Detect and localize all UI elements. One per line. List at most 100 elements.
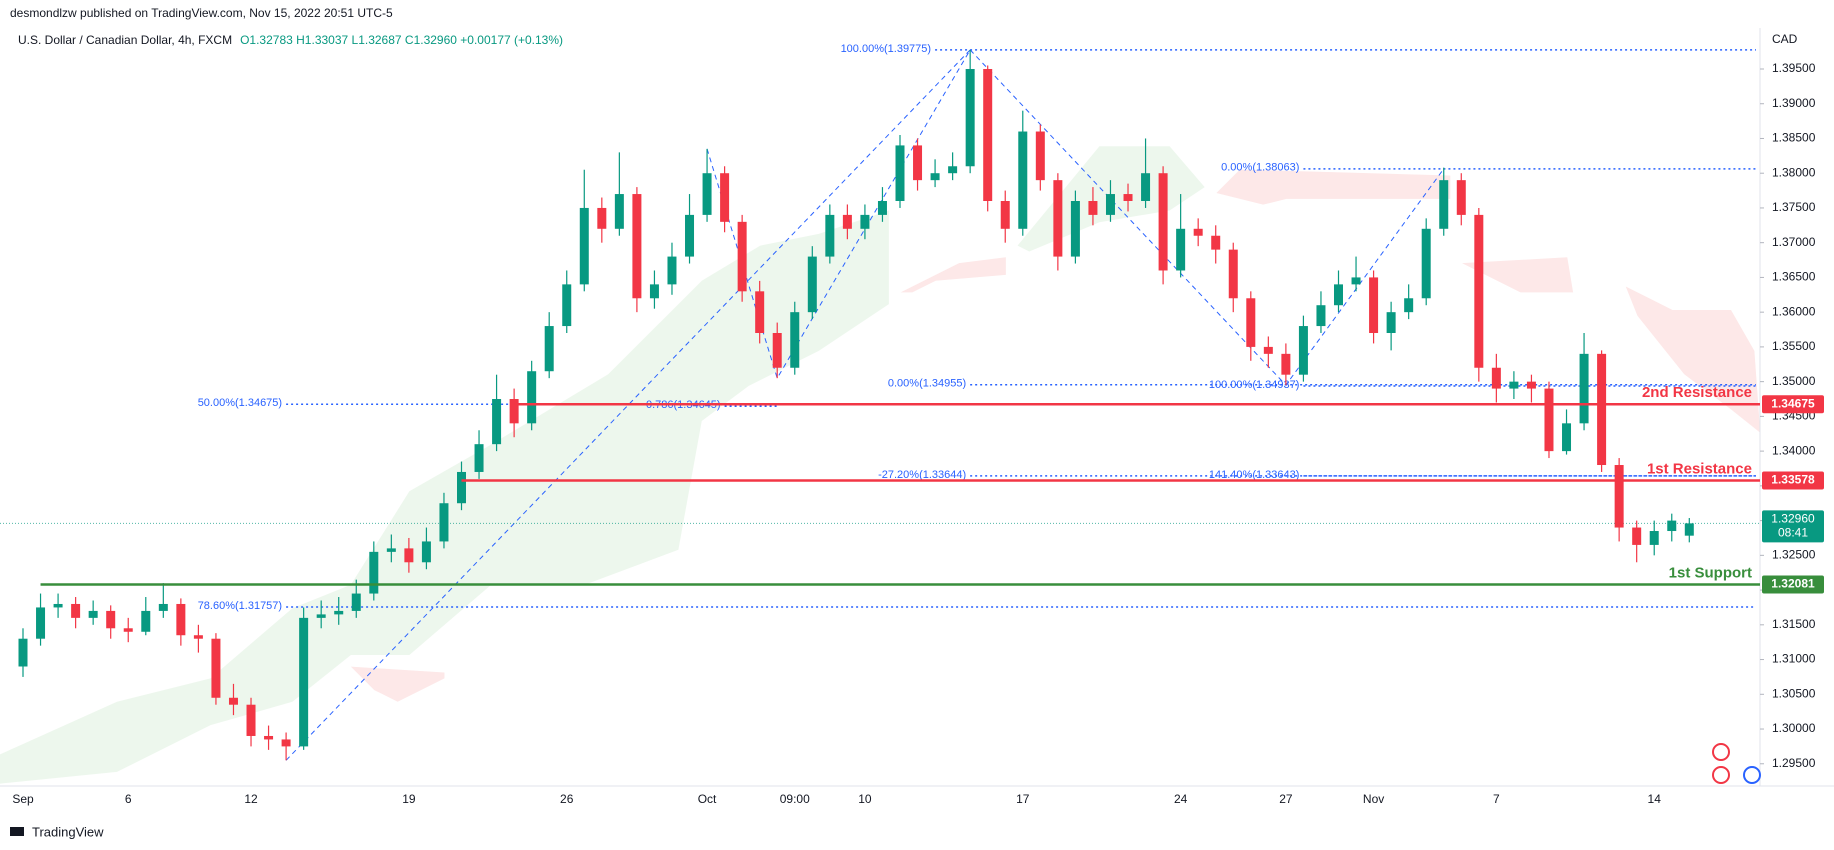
candle-body bbox=[1369, 277, 1379, 334]
candle-body bbox=[860, 214, 870, 229]
x-tick-label: 26 bbox=[560, 792, 574, 806]
candle-body bbox=[1211, 235, 1221, 250]
candle-body bbox=[1526, 381, 1536, 389]
candle-body bbox=[158, 603, 168, 611]
candle-body bbox=[1228, 249, 1238, 299]
candle-body bbox=[737, 221, 747, 292]
candle-body bbox=[1334, 284, 1343, 306]
candle-body bbox=[1158, 173, 1168, 271]
candle-body bbox=[1263, 346, 1273, 354]
last-price-box bbox=[1762, 510, 1824, 543]
event-icons bbox=[1712, 743, 1761, 784]
ohlc-values: O1.32783 H1.33037 L1.32687 C1.32960 +0.0… bbox=[240, 33, 563, 47]
y-tick-label: 1.34000 bbox=[1772, 443, 1816, 457]
level-price: 1.32081 bbox=[1771, 577, 1815, 591]
candle-body bbox=[1281, 353, 1291, 375]
candle-body bbox=[1351, 277, 1361, 285]
level-price-box bbox=[1762, 575, 1824, 594]
candle-body bbox=[1298, 326, 1308, 375]
candle-body bbox=[439, 503, 449, 542]
level-name: 1st Resistance bbox=[1647, 460, 1752, 477]
y-tick-label: 1.32500 bbox=[1772, 548, 1816, 562]
fib-trend-line bbox=[285, 49, 971, 761]
last-price-label: 1.32960 bbox=[1771, 512, 1815, 526]
candle-body bbox=[1176, 228, 1186, 271]
candle-body bbox=[474, 444, 484, 472]
level-price: 1.34675 bbox=[1771, 396, 1815, 410]
candle-body bbox=[842, 214, 852, 229]
fib-drawings: 100.00%(1.39775) 0.00%(1.38063) 50.00%(1.3… bbox=[198, 43, 1756, 761]
y-tick-label: 1.30000 bbox=[1772, 721, 1816, 735]
candle-body bbox=[88, 610, 98, 618]
candle-body bbox=[1579, 353, 1589, 424]
candle-body bbox=[614, 194, 624, 229]
candle-body bbox=[351, 593, 361, 611]
candle-body bbox=[649, 284, 659, 299]
x-tick-label: 19 bbox=[402, 792, 416, 806]
candle-body bbox=[825, 214, 835, 257]
candle-body bbox=[930, 173, 940, 181]
y-tick-label: 1.39000 bbox=[1772, 96, 1816, 110]
y-tick-label: 1.30500 bbox=[1772, 686, 1816, 700]
x-tick-label: 24 bbox=[1174, 792, 1188, 806]
x-tick-label: Oct bbox=[698, 792, 717, 806]
candle-body bbox=[544, 326, 554, 372]
candle-body bbox=[316, 614, 326, 618]
candle-body bbox=[1684, 523, 1694, 536]
y-tick-label: 1.31500 bbox=[1772, 617, 1816, 631]
candle-body bbox=[106, 610, 116, 629]
candle-body bbox=[123, 628, 133, 632]
candle-body bbox=[18, 638, 28, 667]
candle-body bbox=[1597, 353, 1607, 466]
candle-body bbox=[1509, 381, 1519, 389]
candle-body bbox=[790, 312, 800, 368]
candle-body bbox=[562, 284, 572, 327]
candle-body bbox=[1491, 367, 1501, 389]
candle-body bbox=[1421, 228, 1431, 299]
publisher: desmondlzw published on TradingView.com,… bbox=[10, 6, 393, 20]
fib-level-label: 100.00%(1.39775) bbox=[841, 43, 932, 55]
candle-body bbox=[1649, 531, 1659, 545]
y-tick-label: 1.35500 bbox=[1772, 339, 1816, 353]
x-tick-label: Nov bbox=[1363, 792, 1384, 806]
x-tick-label: 12 bbox=[244, 792, 258, 806]
candle-body bbox=[1562, 423, 1572, 452]
candles bbox=[18, 49, 1694, 761]
candle-body bbox=[281, 739, 291, 747]
candle-body bbox=[53, 603, 63, 608]
candle-body bbox=[193, 635, 203, 639]
x-tick-label: 27 bbox=[1279, 792, 1293, 806]
candle-body bbox=[1614, 465, 1624, 528]
candle-body bbox=[1035, 131, 1045, 181]
symbol-title: U.S. Dollar / Canadian Dollar, 4h, FXCM bbox=[18, 33, 232, 47]
logo: TradingView bbox=[10, 824, 104, 839]
candle-body bbox=[509, 399, 519, 424]
candle-body bbox=[948, 166, 958, 174]
level-name: 2nd Resistance bbox=[1642, 384, 1752, 401]
fib-level-label: -27.20%(1.33644) bbox=[878, 469, 966, 481]
y-tick-label: 1.36000 bbox=[1772, 304, 1816, 318]
y-tick-label: 1.31000 bbox=[1772, 652, 1816, 666]
candle-body bbox=[1667, 520, 1677, 532]
candle-body bbox=[983, 68, 993, 201]
fib-level-label: 100.00%(1.34937) bbox=[1209, 379, 1300, 391]
candle-body bbox=[1053, 180, 1063, 257]
candle-body bbox=[1316, 305, 1326, 327]
candle-body bbox=[228, 697, 238, 705]
candle-body bbox=[913, 145, 923, 181]
candle-body bbox=[597, 207, 607, 229]
candle-body bbox=[176, 603, 186, 636]
candle-body bbox=[1544, 388, 1554, 452]
candle-body bbox=[1018, 131, 1028, 229]
candle-body bbox=[807, 256, 817, 313]
candle-body bbox=[1088, 200, 1098, 215]
candle-body bbox=[404, 548, 414, 563]
candle-body bbox=[421, 541, 431, 563]
y-tick-label: 1.36500 bbox=[1772, 270, 1816, 284]
candle-body bbox=[264, 735, 274, 740]
candle-body bbox=[720, 173, 730, 222]
candle-body bbox=[702, 173, 712, 215]
candle-body bbox=[1070, 200, 1080, 257]
candle-body bbox=[895, 145, 905, 201]
